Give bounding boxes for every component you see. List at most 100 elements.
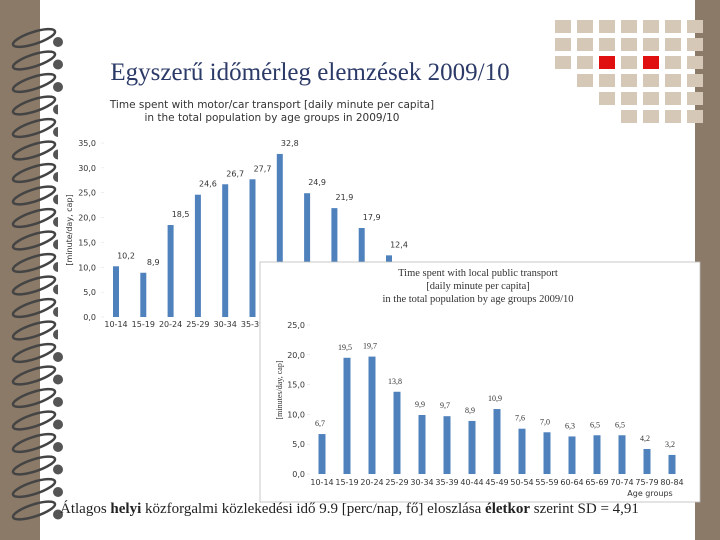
x-tick-label: 15-19 [335,478,358,487]
y-tick-label: 25,0 [287,321,305,330]
decor-square [621,110,637,123]
y-tick-label: 5,0 [292,440,305,449]
spiral-ring [11,252,57,274]
decor-square [643,56,659,69]
footer-part: Átlagos [60,501,111,517]
x-tick-label: 55-59 [535,478,558,487]
spiral-hole [53,59,63,70]
x-tick-label: 20-24 [159,320,182,329]
bar [368,356,376,474]
value-label: 7,6 [515,414,525,423]
decor-square [665,92,681,105]
y-tick-label: 5,0 [83,288,96,297]
decor-square [665,74,681,87]
bar [468,420,476,474]
spiral-ring [11,275,57,296]
spiral-hole [53,82,63,92]
value-label: 17,9 [363,213,381,222]
decor-square [599,20,615,33]
chart-title: Time spent with local public transport [398,268,558,279]
bar [113,266,119,317]
spiral-ring [11,162,57,184]
y-tick-label: 25,0 [78,189,96,198]
y-tick-label: 0,0 [83,313,96,322]
bar [543,432,551,474]
decor-square [599,92,615,105]
decor-square [687,38,703,51]
footer-part: életkor [485,501,531,517]
decor-square [577,20,593,33]
decor-square [665,110,681,123]
chart-2-area [259,261,701,503]
chart-title: in the total population by age groups 20… [382,294,573,305]
decor-square [599,38,615,51]
x-tick-label: 45-49 [485,478,508,487]
decor-square [687,20,703,33]
value-label: 8,9 [147,258,160,267]
x-tick-label: 10-14 [104,320,127,329]
spiral-hole [53,464,63,475]
spiral-ring [11,72,57,94]
bar [222,184,229,317]
value-label: 24,9 [308,178,326,187]
value-label: 19,5 [338,343,352,352]
spiral-ring [11,27,57,49]
value-label: 13,8 [388,377,402,386]
x-tick-label: 65-69 [585,478,608,487]
decor-square [643,92,659,105]
decor-square [555,38,571,51]
chart-title: in the total population by age groups in… [145,112,400,124]
decor-square [643,110,659,123]
value-label: 32,8 [281,139,299,148]
x-tick-label: 50-54 [510,478,533,487]
footer: Átlagos helyi közforgalmi közlekedési id… [60,501,710,518]
decor-square [687,110,703,123]
decor-square [621,56,637,69]
bar [249,179,256,317]
chart-title: [daily minute per capita] [426,281,530,292]
chart-2: Time spent with local public transport [d… [275,268,684,498]
bar [418,414,426,474]
x-tick-label: 10-14 [310,478,333,487]
y-tick-label: 15,0 [78,238,96,247]
y-tick-label: 10,0 [78,263,96,272]
value-label: 10,2 [117,251,135,260]
slide-title: Egyszerű időmérleg elemzések 2009/10 [110,59,509,86]
x-tick-label: 20-24 [360,478,383,487]
spiral-ring [11,297,57,319]
x-tick-label: 60-64 [560,478,583,487]
x-tick-label: 80-84 [660,478,683,487]
spiral-hole [53,509,63,520]
spiral-ring [11,140,57,161]
bar [318,434,326,474]
bar [568,436,576,474]
value-label: 18,5 [172,210,190,219]
value-label: 26,7 [226,169,244,178]
bar [393,391,401,474]
decor-square [687,74,703,87]
x-tick-label: 35-39 [241,320,264,329]
decor-square [621,92,637,105]
decor-square [577,56,593,69]
x-tick-label: 75-79 [635,478,658,487]
spiral-ring [11,387,57,409]
decor-square [643,74,659,87]
bar [443,416,451,474]
value-label: 3,2 [665,440,675,449]
spiral-ring [11,432,57,454]
value-label: 6,7 [315,419,325,428]
value-label: 8,9 [465,406,475,415]
bar [518,428,526,474]
value-label: 6,5 [615,420,625,429]
y-axis-label: [minutes/day, cap] [275,360,284,419]
x-tick-label: 35-39 [435,478,458,487]
footer-part: közforgalmi közlekedési idő 9.9 [perc/na… [141,501,486,517]
value-label: 12,4 [390,240,408,249]
decor-square [577,38,593,51]
spiral-ring [11,365,57,386]
decor-square [621,20,637,33]
spiral-hole [53,352,63,362]
value-label: 4,2 [640,434,650,443]
decor-square [643,20,659,33]
